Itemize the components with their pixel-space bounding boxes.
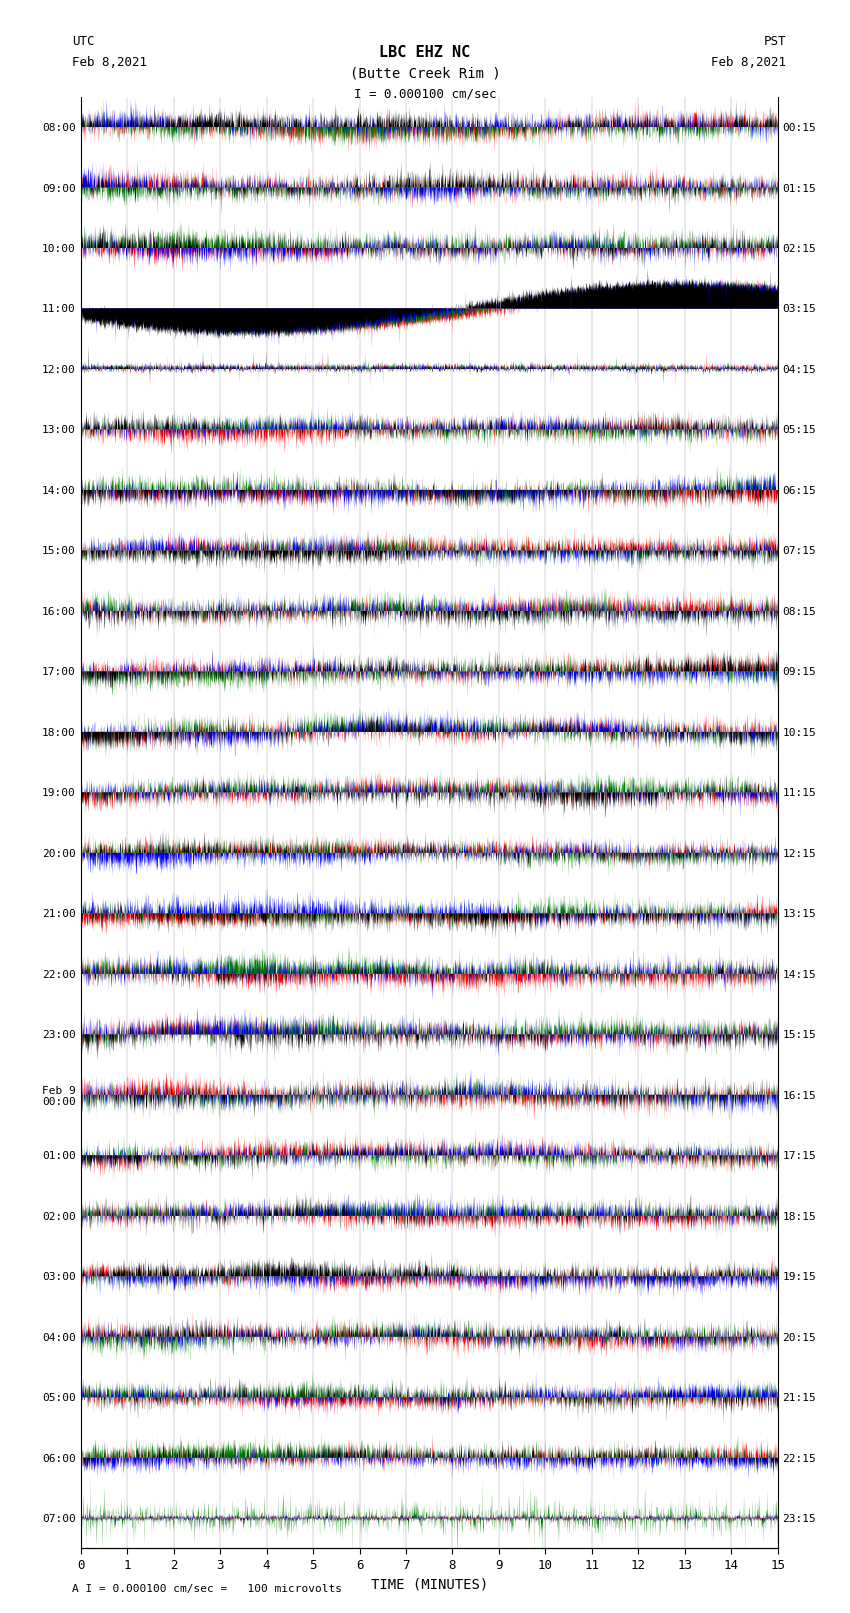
Text: Feb 8,2021: Feb 8,2021 — [72, 56, 147, 69]
Text: A I = 0.000100 cm/sec =   100 microvolts: A I = 0.000100 cm/sec = 100 microvolts — [72, 1584, 343, 1594]
Text: PST: PST — [764, 35, 786, 48]
Text: UTC: UTC — [72, 35, 94, 48]
X-axis label: TIME (MINUTES): TIME (MINUTES) — [371, 1578, 488, 1592]
Text: Feb 8,2021: Feb 8,2021 — [711, 56, 786, 69]
Text: (Butte Creek Rim ): (Butte Creek Rim ) — [349, 66, 501, 81]
Text: LBC EHZ NC: LBC EHZ NC — [379, 45, 471, 60]
Text: I = 0.000100 cm/sec: I = 0.000100 cm/sec — [354, 87, 496, 100]
